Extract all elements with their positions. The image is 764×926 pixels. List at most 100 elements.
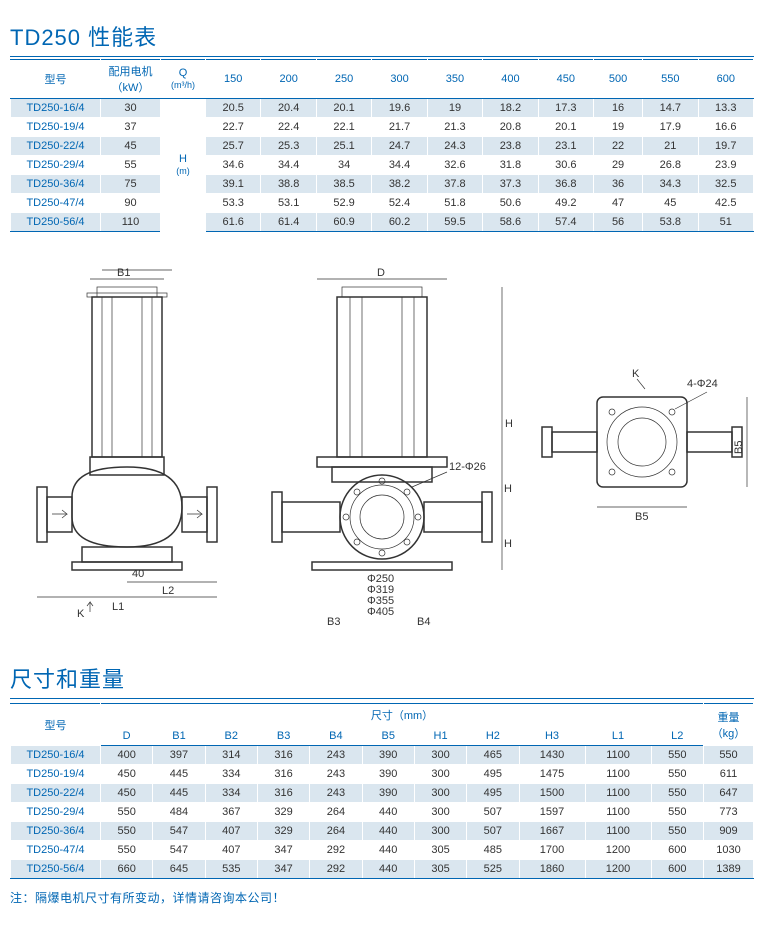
cell-dim: 550 [651, 746, 703, 765]
cell-dim: 1200 [585, 841, 651, 860]
cell-h: 19 [594, 118, 643, 137]
cell-dim: 645 [153, 860, 205, 879]
cell-dim: 547 [153, 841, 205, 860]
cell-dim: 292 [310, 841, 362, 860]
cell-dim: 300 [414, 784, 466, 803]
cell-h: 32.6 [427, 156, 482, 175]
cell-h: 25.3 [261, 137, 316, 156]
bolt-circle [343, 478, 421, 556]
cell-h: 18.2 [483, 99, 538, 118]
cell-h: 52.9 [316, 194, 371, 213]
perf-row: TD250-22/44525.725.325.124.724.323.823.1… [11, 137, 754, 156]
lbl-d: D [377, 267, 385, 279]
cell-h: 38.2 [372, 175, 427, 194]
cell-h: 22 [594, 137, 643, 156]
perf-row: TD250-56/411061.661.460.960.259.558.657.… [11, 213, 754, 232]
dhdr-c3: B3 [257, 727, 309, 746]
cell-dim: 1100 [585, 784, 651, 803]
cell-h: 59.5 [427, 213, 482, 232]
dhdr-c6: H1 [414, 727, 466, 746]
cell-dim: 1100 [585, 746, 651, 765]
dhdr-weight-unit: （kg） [712, 728, 746, 740]
cell-h: 34.6 [206, 156, 261, 175]
lbl-b3: B3 [327, 616, 340, 627]
cell-kg: 550 [704, 746, 754, 765]
cell-kg: 773 [704, 803, 754, 822]
cell-dim: 329 [257, 822, 309, 841]
cell-kg: 1389 [704, 860, 754, 879]
dim-table: 型号 尺寸（mm） 重量 （kg） D B1 B2 B3 B4 B5 H1 H2… [10, 703, 754, 879]
cell-h: 29 [594, 156, 643, 175]
cell-dim: 300 [414, 765, 466, 784]
cell-h: 23.8 [483, 137, 538, 156]
cell-model: TD250-19/4 [11, 118, 101, 137]
lbl-h3: H3 [505, 418, 512, 430]
cell-h: 49.2 [538, 194, 593, 213]
lbl-b5a: B5 [635, 511, 648, 523]
cell-h: 22.7 [206, 118, 261, 137]
perf-row: TD250-19/43722.722.422.121.721.320.820.1… [11, 118, 754, 137]
cell-h: 47 [594, 194, 643, 213]
dhdr-c7: H2 [467, 727, 519, 746]
cell-h: 58.6 [483, 213, 538, 232]
lbl-b2: B2 [147, 267, 160, 270]
cell-h: 19 [427, 99, 482, 118]
cell-h: 23.1 [538, 137, 593, 156]
cell-h: 57.4 [538, 213, 593, 232]
cell-model: TD250-22/4 [11, 137, 101, 156]
cell-dim: 550 [651, 822, 703, 841]
cell-h: 51 [698, 213, 753, 232]
cell-kw: 55 [101, 156, 161, 175]
cell-h: 24.3 [427, 137, 482, 156]
cell-h: 22.4 [261, 118, 316, 137]
cell-dim: 495 [467, 784, 519, 803]
cell-h: 20.1 [538, 118, 593, 137]
cell-h: 17.9 [643, 118, 698, 137]
cell-h: 51.8 [427, 194, 482, 213]
hdr-flow-8: 550 [643, 60, 698, 99]
cell-h: 39.1 [206, 175, 261, 194]
dhdr-c1: B1 [153, 727, 205, 746]
cell-h: 19.7 [698, 137, 753, 156]
cell-dim: 1100 [585, 803, 651, 822]
cell-kg: 909 [704, 822, 754, 841]
dim-row: TD250-16/4400397314316243390300465143011… [11, 746, 754, 765]
cell-dim: 243 [310, 784, 362, 803]
perf-title: TD250 性能表 [10, 20, 754, 57]
hdr-power-unit: （kW） [112, 82, 150, 94]
cell-h: 37.3 [483, 175, 538, 194]
cell-h: 34.4 [372, 156, 427, 175]
cell-h: 52.4 [372, 194, 427, 213]
cell-kw: 30 [101, 99, 161, 118]
cell-h: 56 [594, 213, 643, 232]
cell-model: TD250-47/4 [11, 194, 101, 213]
cell-dim: 264 [310, 822, 362, 841]
perf-table: 型号 配用电机 （kW） Q (m³/h) 150 200 250 300 35… [10, 59, 754, 232]
perf-row: TD250-29/45534.634.43434.432.631.830.629… [11, 156, 754, 175]
cell-h: 38.8 [261, 175, 316, 194]
cell-dim: 407 [205, 841, 257, 860]
cell-dim: 484 [153, 803, 205, 822]
cell-dim: 550 [101, 803, 153, 822]
cell-h: 36 [594, 175, 643, 194]
cell-kg: 1030 [704, 841, 754, 860]
cell-model: TD250-36/4 [11, 822, 101, 841]
cell-dim: 507 [467, 803, 519, 822]
cell-dim: 1100 [585, 765, 651, 784]
dhdr-c4: B4 [310, 727, 362, 746]
dim-row: TD250-29/4550484367329264440300507159711… [11, 803, 754, 822]
cell-model: TD250-19/4 [11, 765, 101, 784]
hdr-flow-3: 300 [372, 60, 427, 99]
cell-dim: 445 [153, 784, 205, 803]
cell-dim: 305 [414, 860, 466, 879]
cell-h: 19.6 [372, 99, 427, 118]
perf-row: TD250-47/49053.353.152.952.451.850.649.2… [11, 194, 754, 213]
cell-dim: 347 [257, 841, 309, 860]
dim-row: TD250-19/4450445334316243390300495147511… [11, 765, 754, 784]
dhdr-c9: L1 [585, 727, 651, 746]
cell-dim: 440 [362, 822, 414, 841]
perf-table-wrap: 型号 配用电机 （kW） Q (m³/h) 150 200 250 300 35… [10, 59, 754, 232]
lbl-b4: B4 [417, 616, 430, 627]
lbl-h1: H1 [504, 538, 512, 550]
cell-h: 60.9 [316, 213, 371, 232]
